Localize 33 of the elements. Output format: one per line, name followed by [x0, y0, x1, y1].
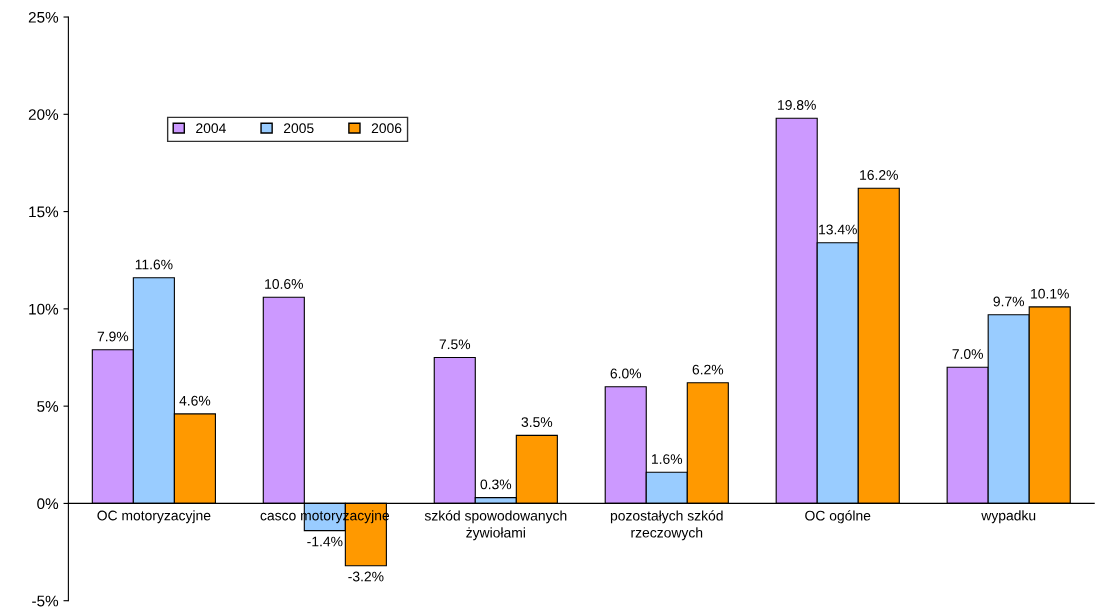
y-tick-label: 0% — [37, 498, 59, 510]
legend-label: 2005 — [283, 123, 314, 134]
y-tick-label: 15% — [29, 206, 59, 218]
y-tick-label: 10% — [29, 303, 59, 315]
data-label: 19.8% — [778, 100, 816, 110]
x-tick-label: pozostałych szkód rzeczowych — [610, 510, 723, 541]
data-label: 1.6% — [651, 454, 683, 464]
y-tick-label: 5% — [37, 401, 59, 412]
data-label: 10.1% — [1031, 288, 1069, 299]
data-label: 6.2% — [692, 364, 724, 375]
data-label: 7.0% — [952, 349, 983, 359]
legend-label: 2004 — [196, 123, 226, 134]
x-tick-label: OC motoryzacyjne — [97, 510, 211, 524]
y-tick-label: 20% — [28, 109, 59, 120]
y-tick-label: 25% — [28, 11, 59, 23]
data-label: 6.0% — [610, 368, 642, 379]
legend-label: 2006 — [371, 123, 402, 134]
data-label: 11.6% — [135, 259, 173, 270]
y-tick-label: -5% — [32, 595, 59, 607]
data-label: 3.5% — [521, 417, 553, 428]
data-label: 7.9% — [97, 331, 129, 342]
data-label: 4.6% — [179, 395, 211, 406]
x-tick-label: szkód spowodowanych żywiołami — [424, 510, 567, 541]
data-label: 9.7% — [993, 296, 1025, 307]
data-label: -3.2% — [348, 571, 384, 582]
data-label: -1.4% — [307, 536, 343, 547]
data-label: 7.5% — [439, 339, 471, 350]
data-label: 0.3% — [480, 479, 512, 490]
data-label: 16.2% — [860, 170, 898, 180]
x-tick-label: wypadku — [981, 510, 1036, 524]
data-label: 13.4% — [819, 224, 857, 235]
x-tick-label: OC ogólne — [805, 510, 871, 524]
data-label: 10.6% — [265, 279, 303, 289]
